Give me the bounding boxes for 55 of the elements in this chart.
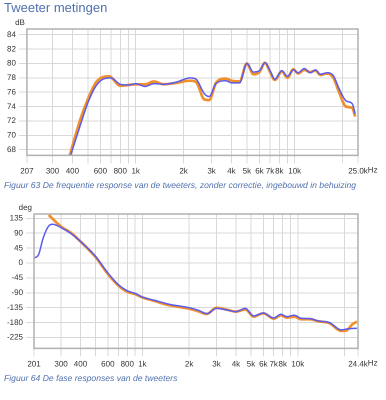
x-tick-label: 400 <box>74 359 88 368</box>
x-tick-label: 1k <box>138 359 148 368</box>
y-tick-label: 0 <box>18 258 24 268</box>
x-tick-label: 300 <box>46 166 60 176</box>
y-tick-label: 90 <box>14 228 24 238</box>
y-tick-label: 135 <box>10 214 24 223</box>
y-tick-label: 74 <box>6 102 16 111</box>
x-axis-title: Hz <box>368 358 378 368</box>
x-tick-label: 600 <box>94 166 108 176</box>
y-tick-label: -135 <box>6 302 24 312</box>
x-tick-label: 1k <box>131 166 141 176</box>
x-tick-label: 6k <box>255 166 265 176</box>
y-tick-label: 82 <box>6 44 16 54</box>
x-tick-label: 2k <box>184 359 194 368</box>
x-tick-label: 400 <box>66 166 80 176</box>
x-tick-label: 25.0k <box>348 166 369 176</box>
x-tick-label: 3k <box>207 166 217 176</box>
x-tick-label: 8k <box>275 166 285 176</box>
x-tick-label: 7k <box>266 166 276 176</box>
y-tick-label: 80 <box>6 58 16 68</box>
text: Figuur 63 De frequentie response van de tweeters, zonder correctie, ingebouwd in behuizing <box>3 179 358 190</box>
x-tick-label: 10k <box>288 166 302 176</box>
y-tick-label: 72 <box>6 116 16 126</box>
y-axis-title: deg <box>18 203 32 212</box>
y-axis-title: dB <box>15 18 25 27</box>
x-tick-label: 800 <box>120 359 134 368</box>
x-tick-label: 24.4k <box>348 359 369 368</box>
y-tick-label: 45 <box>14 243 24 252</box>
x-tick-label: 8k <box>278 359 288 368</box>
x-tick-label: 6k <box>259 359 269 368</box>
y-tick-label: 70 <box>6 130 16 140</box>
x-tick-label: 5k <box>242 166 252 176</box>
x-tick-label: 4k <box>227 166 237 176</box>
x-tick-label: 207 <box>20 166 34 176</box>
x-tick-label: 7k <box>269 359 279 368</box>
x-axis-title: Hz <box>368 166 378 175</box>
y-tick-label: 84 <box>6 30 16 39</box>
y-tick-label: -225 <box>6 332 24 342</box>
x-tick-label: 2k <box>179 166 189 176</box>
x-tick-label: 800 <box>114 166 128 176</box>
y-tick-label: 68 <box>6 144 16 154</box>
y-tick-label: -90 <box>11 288 24 297</box>
y-tick-label: -180 <box>6 318 24 327</box>
y-tick-label: 78 <box>6 73 16 82</box>
x-tick-label: 5k <box>246 359 256 368</box>
text: Figuur 64 De fase responses van de tweeters <box>3 372 178 383</box>
x-tick-label: 201 <box>27 359 42 368</box>
x-tick-label: 300 <box>54 359 68 368</box>
y-tick-label: -45 <box>11 273 24 282</box>
y-tick-label: 76 <box>6 87 16 96</box>
chart-title: Tweeter metingen <box>3 0 108 17</box>
x-tick-label: 600 <box>101 359 116 368</box>
x-tick-label: 4k <box>232 359 242 368</box>
x-tick-label: 3k <box>212 359 222 368</box>
x-tick-label: 10k <box>291 359 306 368</box>
